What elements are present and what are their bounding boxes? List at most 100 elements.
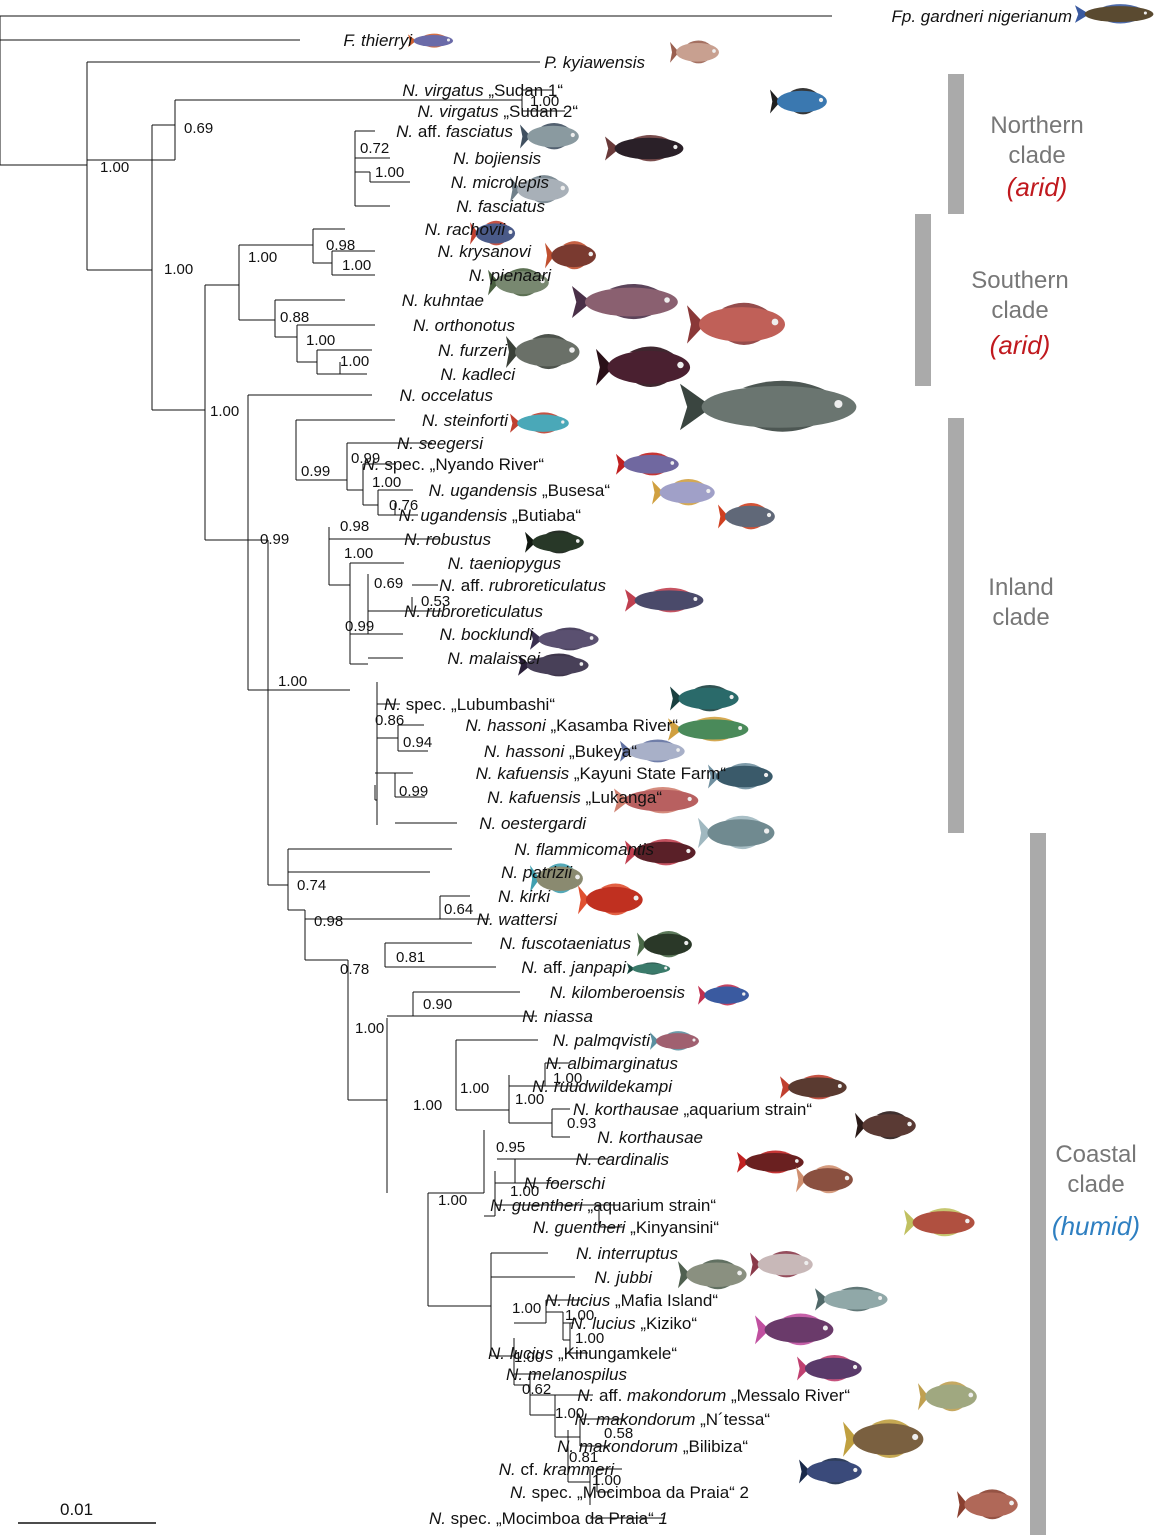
taxon-label: N. cardinalis: [575, 1150, 669, 1169]
support-value: 1.00: [555, 1405, 584, 1422]
support-value: 0.64: [444, 901, 473, 918]
fish-photo-icon: [488, 268, 549, 297]
taxon-label: N. rubroreticulatus: [404, 602, 543, 621]
fish-photo-icon: [525, 530, 584, 554]
fish-photo-icon: [680, 380, 857, 432]
support-value: 0.88: [280, 309, 309, 326]
fish-photo-icon: [698, 984, 749, 1006]
support-value: 0.69: [184, 120, 213, 137]
fish-photo-icon: [843, 1419, 924, 1459]
fish-photo-icon: [815, 1286, 888, 1312]
support-value: 0.69: [374, 575, 403, 592]
support-value: 0.99: [345, 618, 374, 635]
taxon-label: N. kuhntae: [402, 291, 484, 310]
fish-photo-icon: [737, 1150, 804, 1174]
support-value: 0.81: [569, 1449, 598, 1466]
support-value: 0.93: [567, 1115, 596, 1132]
support-value: 1.00: [372, 474, 401, 491]
fish-photo-icon: [578, 883, 643, 916]
fish-photo-icon: [796, 1165, 853, 1194]
fish-photo-icon: [596, 346, 691, 387]
support-value: 0.99: [351, 450, 380, 467]
taxon-label: N. palmqvisti: [553, 1031, 652, 1050]
taxon-label: F. thierryi: [343, 31, 413, 50]
fish-photo-icon: [572, 283, 678, 320]
fish-photo-icon: [755, 1313, 834, 1346]
fish-photo-icon: [506, 333, 580, 370]
fish-photo-icon: [918, 1381, 977, 1412]
fish-photo-icon: [625, 838, 696, 866]
support-value: 1.00: [565, 1307, 594, 1324]
taxon-label: N. furzeri: [438, 341, 508, 360]
support-value: 0.81: [396, 949, 425, 966]
fish-photo-icon: [518, 653, 589, 677]
taxon-label: N. albimarginatus: [546, 1054, 679, 1073]
fish-photo-icon: [750, 1250, 813, 1278]
taxon-label: N. steinforti: [422, 411, 509, 430]
support-value: 0.99: [399, 783, 428, 800]
taxon-label: N. occelatus: [399, 386, 493, 405]
fish-photo-icon: [770, 87, 827, 115]
taxon-label: N. makondorum „Bilibiza“: [557, 1437, 748, 1456]
taxon-label: N. ugandensis „Butiaba“: [399, 506, 582, 525]
taxon-label: N. kirki: [498, 887, 551, 906]
support-value: 0.53: [421, 593, 450, 610]
fish-photo-icon: [510, 175, 569, 204]
taxon-label: N. interruptus: [576, 1244, 679, 1263]
taxon-label: N. makondorum „N´tessa“: [574, 1410, 770, 1429]
clade-label: Coastal: [1055, 1141, 1136, 1168]
taxon-label: N. lucius „Mafia Island“: [545, 1291, 718, 1310]
taxon-label: N. niassa: [522, 1007, 593, 1026]
support-value: 0.99: [260, 531, 289, 548]
support-value: 1.00: [553, 1070, 582, 1087]
support-value: 1.00: [164, 261, 193, 278]
habitat-label: (arid): [990, 330, 1051, 360]
fish-photo-icon: [698, 815, 775, 850]
taxon-label: N. kafuensis „Kayuni State Farm“: [476, 764, 727, 783]
fish-photo-icon: [614, 786, 699, 814]
clade-label: clade: [991, 297, 1048, 324]
taxon-label: N. hassoni „Bukeya“: [484, 742, 637, 761]
support-value: 1.00: [342, 257, 371, 274]
support-value: 1.00: [515, 1091, 544, 1108]
fish-photo-icon: [799, 1457, 862, 1485]
fish-photo-icon: [1075, 4, 1154, 24]
fish-photo-icon: [530, 863, 583, 894]
fish-photo-icon: [687, 302, 785, 345]
taxon-label: N. fasciatus: [456, 197, 545, 216]
fish-photo-icon: [652, 478, 715, 506]
fish-photo-icon: [670, 40, 719, 64]
taxon-label: N. oestergardi: [479, 814, 587, 833]
support-value: 1.00: [210, 403, 239, 420]
taxon-label: N. patrizii: [501, 863, 573, 882]
fish-photo-icon: [797, 1354, 862, 1382]
taxon-label: N. guentheri „aquarium strain“: [490, 1196, 716, 1215]
taxon-label: N. korthausae: [597, 1128, 703, 1147]
taxon-label: N. rachovii: [425, 220, 507, 239]
taxon-label: N. ugandensis „Busesa“: [429, 481, 611, 500]
taxon-label: N. aff. janpapi: [521, 958, 627, 977]
taxon-label: N. microlepis: [451, 173, 550, 192]
support-value: 0.72: [360, 140, 389, 157]
taxon-label: N. spec. „Mocimboa da Praia“ 1: [429, 1509, 668, 1528]
fish-photo-icon: [470, 220, 516, 246]
support-value: 1.00: [340, 353, 369, 370]
taxon-label: N. lucius „Kiziko“: [570, 1314, 697, 1333]
taxon-label: N. virgatus „Sudan 1“: [402, 81, 563, 100]
taxon-label: N. pienaari: [469, 266, 552, 285]
support-value: 1.00: [575, 1330, 604, 1347]
taxon-label: N. guentheri „Kinyansini“: [533, 1218, 719, 1237]
support-value: 1.00: [514, 1349, 543, 1366]
taxon-label: N. lucius „Kinungamkele“: [488, 1344, 677, 1363]
fish-photo-icon: [718, 502, 775, 530]
clade-label: Inland: [988, 574, 1053, 601]
taxon-label: N. bojiensis: [453, 149, 541, 168]
fish-photo-icon: [708, 762, 773, 790]
clade-label: Southern: [971, 267, 1068, 294]
support-value: 0.62: [522, 1381, 551, 1398]
fish-photo-icon: [668, 716, 749, 742]
fish-photo-icon: [780, 1074, 847, 1100]
fish-photo-icon: [408, 33, 454, 48]
clade-label: Northern: [990, 112, 1083, 139]
support-value: 1.00: [278, 673, 307, 690]
